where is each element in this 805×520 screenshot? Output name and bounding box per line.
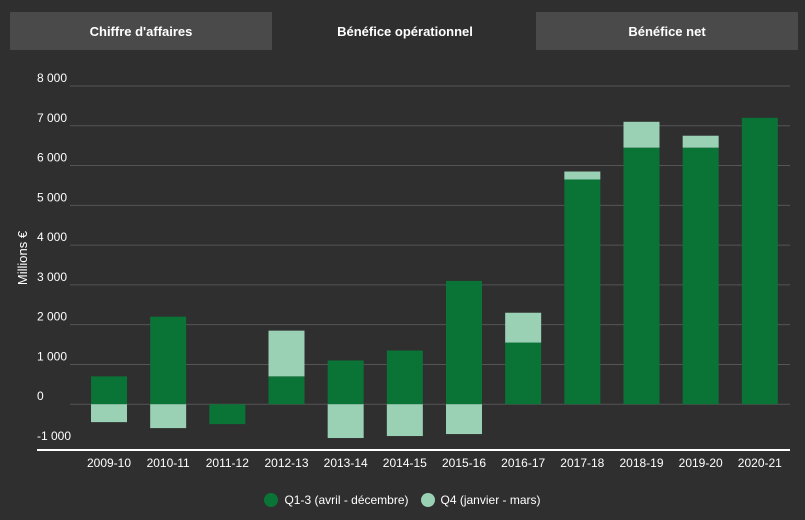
bar-q4[interactable]	[150, 404, 187, 429]
x-tick-label: 2016-17	[501, 456, 545, 470]
x-tick-label: 2010-11	[147, 456, 190, 470]
bar-q4[interactable]	[682, 135, 719, 148]
legend-label-q13: Q1-3 (avril - décembre)	[284, 493, 409, 507]
bar-q13[interactable]	[150, 316, 187, 405]
bar-q4[interactable]	[91, 404, 127, 423]
legend-item-q4[interactable]: Q4 (janvier - mars)	[420, 493, 541, 507]
bar-q4[interactable]	[386, 404, 423, 437]
grid-layer	[37, 85, 790, 451]
bar-q13[interactable]	[209, 404, 246, 425]
x-tick-label: 2013-14	[324, 456, 368, 470]
bar-q4[interactable]	[564, 171, 601, 180]
x-tick-label: 2020-21	[738, 456, 782, 470]
bar-q13[interactable]	[91, 376, 127, 405]
y-tick-label: 1 000	[37, 349, 67, 363]
bar-q4[interactable]	[446, 404, 482, 435]
x-tick-label: 2011-12	[206, 456, 249, 470]
x-tick-label: 2012-13	[264, 456, 308, 470]
legend-label-q4: Q4 (janvier - mars)	[440, 493, 541, 507]
y-tick-label: 7 000	[37, 111, 67, 125]
legend-item-q13[interactable]: Q1-3 (avril - décembre)	[264, 493, 409, 507]
tab-chiffre-affaires[interactable]: Chiffre d'affaires	[10, 12, 272, 50]
x-tick-label: 2018-19	[619, 456, 663, 470]
legend-swatch-q4	[420, 493, 435, 507]
bars-layer	[91, 117, 778, 439]
x-tick-label: 2017-18	[560, 456, 604, 470]
bar-q4[interactable]	[327, 404, 364, 439]
bar-q13[interactable]	[741, 117, 778, 405]
bar-q13[interactable]	[564, 179, 601, 405]
y-axis-title: Millions €	[15, 230, 30, 285]
y-tick-label: 3 000	[37, 270, 67, 284]
legend-swatch-q13	[264, 493, 279, 507]
x-tick-label: 2019-20	[679, 456, 723, 470]
y-tick-label: 8 000	[37, 71, 67, 85]
bar-chart: 8 000 7 000 6 000 5 000 4 000 3 000 2 000 1 000…	[15, 71, 790, 470]
bar-q4[interactable]	[623, 121, 660, 148]
bar-q4[interactable]	[268, 330, 305, 377]
labels-layer: 8 000 7 000 6 000 5 000 4 000 3 000 2 000 1 000…	[37, 71, 782, 470]
y-tick-label: 2 000	[37, 310, 67, 324]
y-tick-label: 6 000	[37, 151, 67, 165]
bar-q13[interactable]	[623, 147, 660, 405]
bar-q13[interactable]	[386, 350, 423, 405]
tab-benefice-net[interactable]: Bénéfice net	[536, 12, 798, 50]
bar-q4[interactable]	[505, 312, 542, 343]
y-tick-label: 4 000	[37, 230, 67, 244]
bar-q13[interactable]	[505, 342, 542, 405]
x-tick-label: 2015-16	[442, 456, 486, 470]
tab-benefice-operationnel[interactable]: Bénéfice opérationnel	[272, 12, 536, 50]
legend: Q1-3 (avril - décembre) Q4 (janvier - ma…	[0, 493, 805, 507]
x-tick-label: 2009-10	[87, 456, 131, 470]
bar-q13[interactable]	[682, 147, 719, 405]
y-tick-label: 0	[37, 389, 44, 403]
tab-bar: Chiffre d'affaires Bénéfice opérationnel…	[10, 12, 798, 50]
bar-q13[interactable]	[446, 280, 482, 405]
x-tick-label: 2014-15	[383, 456, 427, 470]
y-tick-label: 5 000	[37, 190, 67, 204]
bar-q13[interactable]	[268, 376, 305, 405]
bar-q13[interactable]	[327, 360, 364, 405]
y-tick-label: -1 000	[37, 429, 71, 443]
